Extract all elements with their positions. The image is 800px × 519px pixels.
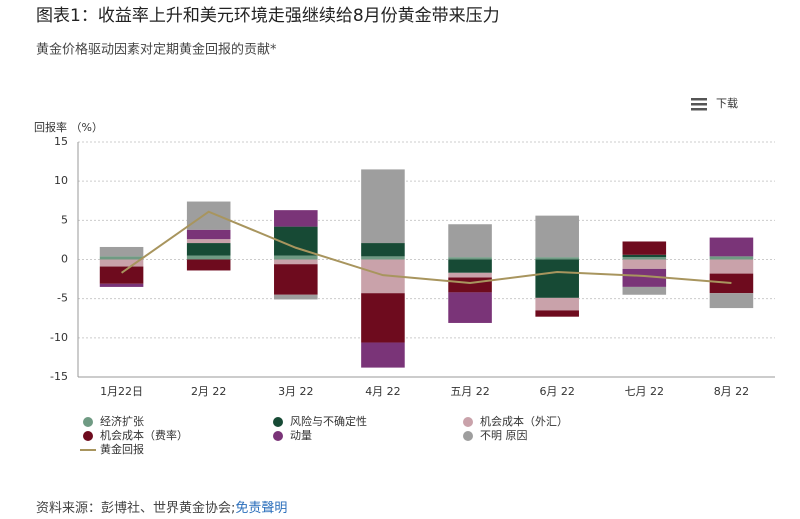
bar-segment — [709, 293, 754, 309]
bar-segment — [99, 259, 144, 267]
bar-segment — [709, 273, 754, 294]
bar-segment — [274, 294, 318, 300]
legend-label: 机会成本（费率） — [100, 428, 188, 442]
bar-segment — [622, 241, 667, 255]
bar-segment — [361, 256, 405, 260]
bar-segment — [274, 259, 318, 265]
bar-segment — [622, 259, 667, 269]
legend-swatch — [273, 417, 283, 427]
bar-segment — [535, 259, 579, 298]
bar-segment — [361, 243, 405, 257]
y-tick-label: -10 — [50, 331, 68, 344]
chart-title: 图表1：收益率上升和美元环境走强继续给8月份黄金带来压力 — [36, 6, 500, 26]
legend-label: 经济扩张 — [100, 414, 144, 428]
x-tick-label: 6月 22 — [539, 385, 575, 398]
bar-segment — [99, 246, 144, 257]
legend-label: 不明 原因 — [480, 429, 528, 442]
y-tick-label: 10 — [54, 174, 68, 187]
menu-icon — [691, 103, 707, 106]
legend-swatch — [83, 417, 93, 427]
legend-swatch — [463, 431, 473, 441]
bar-segment — [186, 239, 231, 244]
x-tick-label: 七月 22 — [625, 385, 665, 398]
legend-label: 黄金回报 — [100, 442, 144, 456]
bar-segment — [186, 255, 231, 260]
line — [120, 210, 732, 285]
bar-segment — [361, 342, 405, 368]
bar-segment — [186, 243, 231, 256]
bar-segment — [535, 215, 579, 258]
x-tick-label: 8月 22 — [714, 385, 750, 398]
menu-label[interactable]: 下载 — [716, 97, 738, 110]
bar-segment — [535, 297, 579, 311]
y-tick-label: -15 — [50, 370, 68, 383]
y-tick-label: 5 — [61, 213, 68, 226]
bar-segment — [99, 283, 144, 287]
bar-segment — [622, 286, 667, 295]
x-tick-label: 五月 22 — [450, 385, 490, 398]
bar-segment — [448, 224, 492, 258]
x-tick-label: 2月 22 — [191, 385, 227, 398]
bar-segment — [622, 254, 667, 258]
y-tick-label: -5 — [57, 292, 68, 305]
chart-subtitle: 黄金价格驱动因素对定期黄金回报的贡献* — [36, 42, 277, 58]
bar-segment — [274, 264, 318, 295]
disclaimer-link[interactable]: 免责聲明 — [235, 500, 287, 516]
bar-segment — [448, 272, 492, 278]
legend-label: 机会成本（外汇） — [480, 414, 568, 428]
x-tick-label: 1月22日 — [100, 385, 143, 398]
bar-segment — [535, 310, 579, 317]
menu-button[interactable]: 下载 — [691, 97, 738, 111]
bar-segment — [709, 256, 754, 260]
x-tick-label: 4月 22 — [365, 385, 401, 398]
bar-segment — [709, 259, 754, 274]
legend-swatch — [463, 417, 473, 427]
bar-segment — [448, 277, 492, 293]
bar-segment — [535, 257, 579, 260]
y-tick-label: 0 — [61, 253, 68, 266]
bar-segment — [622, 268, 667, 287]
bar-segment — [186, 259, 231, 271]
menu-icon — [691, 108, 707, 111]
bar-segment — [448, 292, 492, 323]
bar-segment — [186, 201, 231, 230]
y-tick-label: 15 — [54, 135, 68, 148]
bar-segment — [99, 266, 144, 284]
source: 资料来源：彭博社、世界黄金协会;免责聲明 — [36, 500, 287, 516]
bar-segment — [361, 293, 405, 343]
bar-segment — [622, 257, 667, 260]
bar-segment — [186, 229, 231, 240]
bar-segment — [709, 237, 754, 257]
bar-segment — [99, 256, 144, 260]
menu-icon — [691, 98, 707, 101]
legend-swatch — [83, 431, 93, 441]
bar-segment — [274, 255, 318, 260]
bar-segment — [448, 259, 492, 273]
legend-label: 动量 — [290, 429, 312, 442]
legend-swatch — [273, 431, 283, 441]
x-tick-label: 3月 22 — [278, 385, 314, 398]
bar-segment — [361, 169, 405, 244]
bar-segment — [274, 210, 318, 227]
legend-label: 风险与不确定性 — [290, 414, 367, 428]
bar-segment — [448, 257, 492, 260]
y-axis-label: 回报率 （%） — [34, 120, 103, 134]
source-text: 资料来源：彭博社、世界黄金协会; — [36, 500, 235, 516]
